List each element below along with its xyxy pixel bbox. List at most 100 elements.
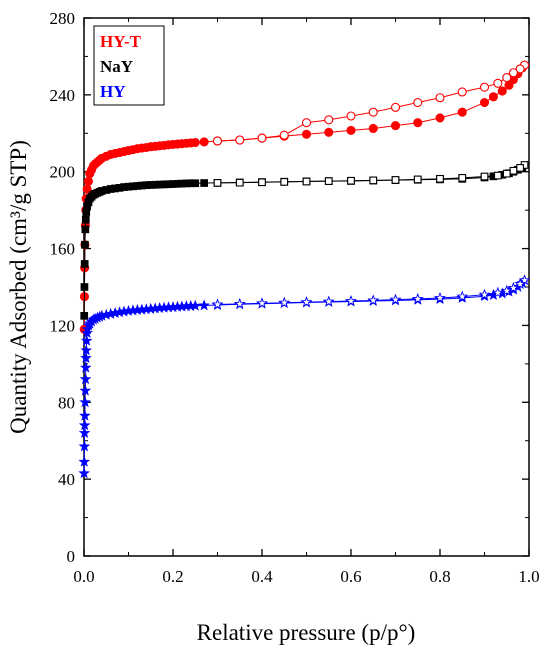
hy-t-adsorption-point	[83, 176, 93, 186]
hy-t-adsorption-point	[390, 121, 401, 131]
y-tick-label: 240	[50, 86, 76, 105]
y-tick-label: 80	[58, 393, 75, 412]
y-tick-label: 0	[67, 547, 76, 566]
hy-desorption-point	[300, 296, 313, 308]
hy-t-desorption-point	[493, 78, 503, 88]
nay-desorption-point	[516, 164, 524, 172]
hy-desorption-point	[411, 292, 424, 304]
hy-t-desorption-point	[502, 73, 512, 83]
nay-desorption-point	[369, 176, 378, 185]
hy-t-desorption-point	[368, 107, 378, 117]
nay-desorption-point	[258, 178, 266, 187]
hy-t-adsorption-point	[479, 97, 490, 108]
hy-desorption-point	[256, 297, 268, 309]
hy-t-desorption-point	[257, 133, 267, 143]
hy-t-desorption-point	[212, 136, 223, 146]
y-tick-label: 160	[50, 240, 76, 259]
legend: HY-T NaY HY	[93, 25, 165, 106]
nay-adsorption-point	[81, 240, 89, 249]
hy-adsorption-point	[78, 419, 91, 431]
hy-t-adsorption-point	[488, 92, 498, 102]
x-tick-label: 0.8	[429, 567, 450, 586]
hy-t-adsorption-point	[199, 137, 209, 147]
legend-box	[93, 25, 165, 106]
hy-desorption-point	[478, 288, 491, 300]
nay-desorption-point	[235, 178, 244, 187]
hy-desorption-point	[434, 291, 446, 303]
y-tick-label: 40	[58, 470, 75, 489]
hy-t-adsorption-point	[457, 107, 467, 117]
hy-adsorption-point	[189, 299, 202, 311]
hy-t-desorption-point	[301, 118, 312, 128]
hy-t-desorption-point	[324, 115, 334, 125]
legend-label-hy-t: HY-T	[100, 32, 142, 51]
x-tick-label: 0.4	[251, 567, 273, 586]
nay-desorption-point	[436, 174, 444, 183]
nay-desorption-point	[509, 166, 518, 175]
hy-desorption-point	[367, 294, 380, 306]
y-axis-title: Quantity Adsorbed (cm³/g STP)	[6, 140, 31, 434]
y-tick-label: 120	[50, 316, 76, 335]
hy-t-desorption-point	[235, 135, 245, 145]
hy-t-desorption-point	[515, 64, 525, 74]
nay-desorption-point	[480, 172, 489, 181]
nay-desorption-point	[213, 179, 222, 187]
hy-t-desorption-point	[413, 97, 423, 108]
nay-adsorption-line	[83, 167, 523, 316]
hy-desorption-point	[500, 284, 513, 296]
hy-t-adsorption-line	[83, 67, 523, 330]
hy-desorption-point	[514, 278, 526, 290]
x-tick-label: 0.0	[73, 567, 94, 586]
hy-adsorption-point	[78, 440, 91, 452]
series-hy-t	[79, 60, 530, 334]
hy-adsorption-point	[78, 455, 91, 467]
hy-adsorption-point	[80, 344, 93, 356]
hy-t-desorption-point	[346, 111, 356, 121]
hy-adsorption-point	[79, 361, 92, 373]
hy-t-desorption-point	[435, 93, 445, 103]
y-tick-label: 200	[50, 163, 76, 182]
hy-t-desorption-point	[279, 130, 289, 140]
x-axis-title: Relative pressure (p/p°)	[197, 620, 416, 645]
hy-desorption-point	[389, 293, 402, 305]
nay-adsorption-point	[81, 215, 90, 224]
nay-adsorption-point	[80, 260, 89, 268]
nay-adsorption-point	[81, 225, 90, 234]
nay-desorption-point	[347, 176, 355, 185]
hy-desorption-point	[345, 294, 357, 306]
hy-adsorption-point	[79, 409, 91, 421]
hy-desorption-point	[492, 286, 504, 298]
hy-adsorption-point	[78, 467, 90, 479]
hy-adsorption-point	[79, 384, 92, 396]
hy-t-adsorption-point	[368, 123, 378, 134]
nay-desorption-point	[324, 177, 333, 185]
x-tick-label: 1.0	[518, 567, 539, 586]
hy-t-desorption-point	[479, 82, 490, 92]
hy-adsorption-point	[80, 352, 92, 364]
series-layer	[78, 60, 531, 479]
hy-adsorption-point	[79, 396, 91, 408]
hy-desorption-point	[456, 290, 469, 302]
hy-t-desorption-point	[390, 102, 401, 112]
x-tick-label: 0.6	[340, 567, 361, 586]
hy-desorption-point	[278, 296, 291, 308]
nay-desorption-point	[280, 178, 289, 186]
hy-adsorption-point	[81, 327, 93, 339]
nay-desorption-point	[391, 176, 400, 184]
hy-t-adsorption-point	[324, 127, 334, 137]
hy-t-desorption-point	[457, 87, 467, 97]
hy-desorption-point	[211, 298, 224, 310]
hy-adsorption-point	[80, 334, 93, 346]
nay-adsorption-point	[191, 179, 200, 188]
legend-label-nay: NaY	[100, 57, 133, 76]
hy-t-adsorption-point	[413, 118, 423, 128]
nay-adsorption-point	[200, 179, 209, 187]
x-tick-label: 0.2	[162, 567, 183, 586]
series-nay	[80, 161, 529, 320]
nay-desorption-point	[458, 174, 467, 182]
hy-adsorption-point	[78, 426, 91, 438]
hy-desorption-point	[507, 281, 520, 293]
hy-t-adsorption-point	[190, 137, 200, 148]
nay-desorption-point	[502, 169, 511, 178]
hy-t-adsorption-point	[346, 125, 356, 135]
